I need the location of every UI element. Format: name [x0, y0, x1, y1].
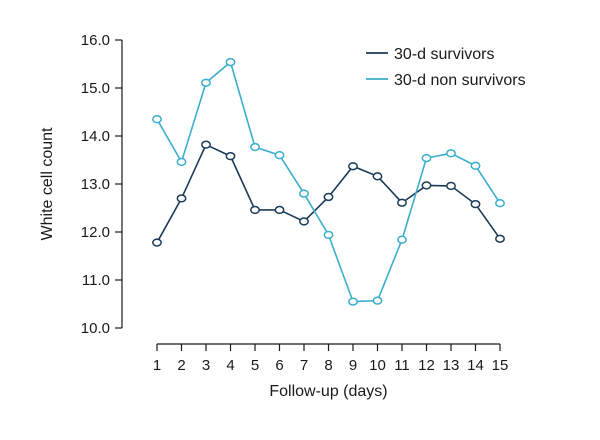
- y-tick-label: 10.0: [81, 320, 110, 337]
- x-tick-label: 5: [251, 357, 259, 374]
- series-2-point: [446, 149, 456, 158]
- x-tick-label: 2: [177, 357, 185, 374]
- y-tick-label: 15.0: [81, 80, 110, 97]
- x-axis-title: Follow-up (days): [269, 383, 387, 400]
- x-tick-label: 11: [394, 357, 410, 374]
- series-2-point: [397, 235, 407, 244]
- x-axis: 1 2 3 4 5 6 7 8 9 10 11 12 13 14 15: [153, 343, 509, 374]
- series-1-point: [299, 217, 309, 226]
- x-tick-label: 10: [369, 357, 386, 374]
- y-axis: 10.0 11.0 12.0 13.0 14.0 15.0 16.0: [81, 32, 123, 337]
- series-layer: [152, 57, 505, 306]
- series-2-point: [152, 115, 162, 124]
- series-2-point: [495, 199, 505, 208]
- series-2-point: [421, 153, 432, 163]
- series-1-point: [495, 234, 505, 243]
- series-1-point: [274, 205, 285, 215]
- x-tick-label: 1: [153, 357, 161, 374]
- y-tick-label: 11.0: [82, 272, 110, 289]
- y-axis-title: White cell count: [39, 127, 56, 240]
- series-2-point: [274, 151, 285, 160]
- legend: 30-d survivors 30-d non survivors: [366, 46, 526, 89]
- series-1-point: [348, 162, 358, 171]
- series-2-point: [225, 57, 236, 67]
- x-tick-label: 9: [349, 357, 357, 374]
- series-2-point: [323, 230, 334, 240]
- series-2-point: [470, 161, 481, 170]
- series-1-point: [225, 152, 236, 161]
- x-tick-label: 4: [226, 357, 234, 374]
- series-1-point: [470, 200, 481, 209]
- y-tick-label: 14.0: [81, 128, 110, 145]
- series-1-point: [446, 181, 456, 191]
- x-tick-label: 8: [324, 357, 332, 374]
- x-tick-label: 14: [467, 357, 484, 374]
- series-1-point: [201, 140, 211, 149]
- x-tick-label: 12: [418, 357, 435, 374]
- series-2-point: [176, 157, 187, 167]
- x-tick-label: 3: [202, 357, 210, 374]
- x-tick-label: 6: [275, 357, 283, 374]
- y-tick-label: 12.0: [81, 224, 110, 241]
- series-1-point: [397, 198, 407, 207]
- x-tick-label: 13: [443, 357, 460, 374]
- x-tick-label: 15: [492, 357, 509, 374]
- series-1-point: [421, 181, 432, 190]
- series-2-point: [372, 296, 383, 305]
- legend-label: 30-d survivors: [394, 46, 494, 63]
- y-tick-label: 16.0: [81, 32, 110, 49]
- series-2-point: [299, 189, 309, 198]
- series-2-point: [201, 78, 211, 87]
- series-1-point: [372, 172, 383, 181]
- series-1-point: [323, 192, 334, 202]
- legend-label: 30-d non survivors: [394, 72, 526, 89]
- series-2-point: [250, 142, 260, 152]
- series-2-point: [348, 297, 358, 306]
- series-1-point: [152, 238, 162, 247]
- series-1-point: [176, 194, 187, 203]
- y-tick-label: 13.0: [81, 176, 110, 193]
- series-1-point: [250, 205, 260, 215]
- series-2-line: [156, 60, 501, 303]
- x-tick-label: 7: [300, 357, 308, 374]
